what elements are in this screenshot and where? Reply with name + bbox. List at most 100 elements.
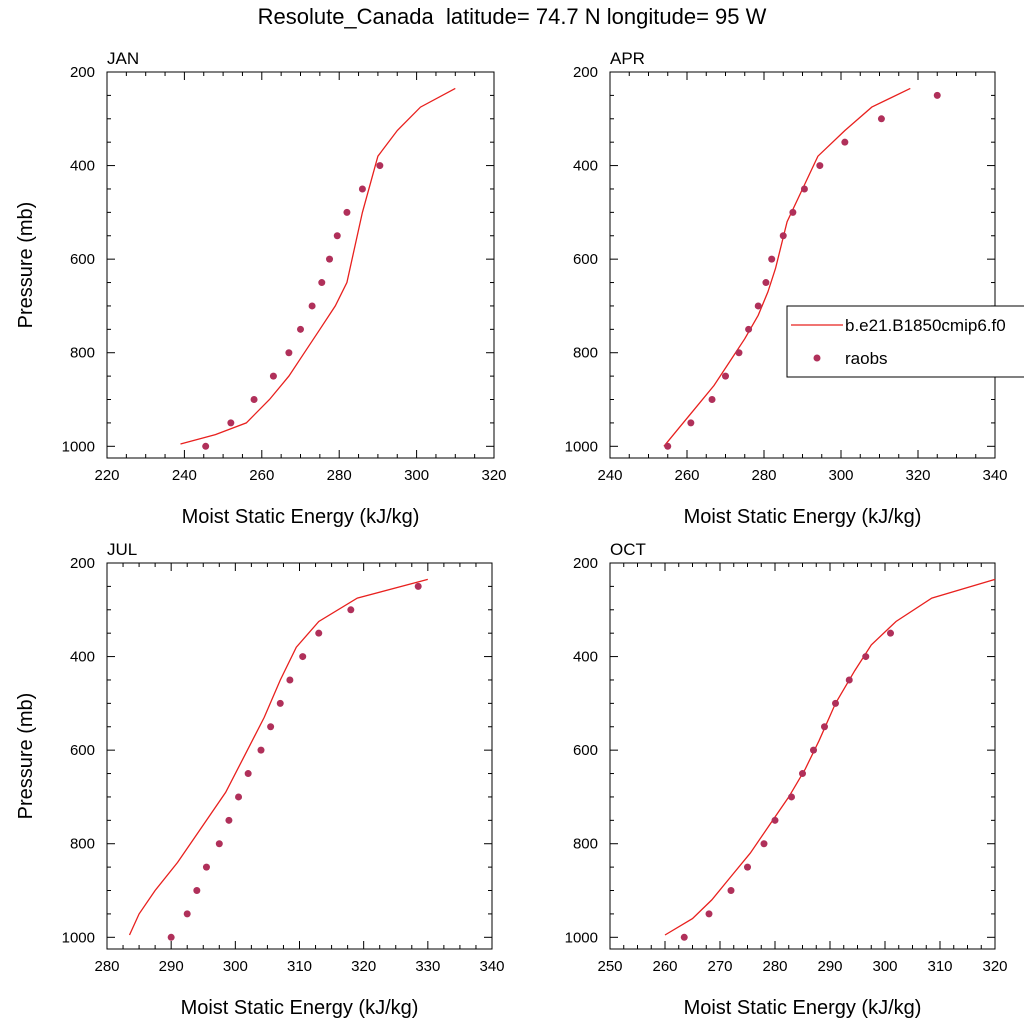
raobs-point: [297, 325, 304, 333]
figure-title: Resolute_Canada latitude= 74.7 N longitu…: [257, 4, 767, 29]
x-tick-label: 280: [94, 958, 119, 975]
raobs-point: [215, 840, 223, 848]
y-tick-label: 400: [573, 649, 598, 666]
raobs-point: [276, 699, 284, 707]
raobs-point: [810, 746, 817, 754]
panel-apr: APR 240 260 280 300 320 340 200 400 600 800 1000 Moi…: [565, 49, 1008, 528]
y-tick-label: 800: [70, 836, 95, 853]
raobs-point: [735, 349, 743, 357]
y-tick-label: 600: [70, 742, 95, 759]
raobs-point: [722, 372, 729, 380]
x-tick-label: 320: [481, 467, 506, 484]
legend-raobs-swatch: [813, 354, 821, 362]
x-tick-label: 260: [652, 958, 677, 975]
raobs-point: [862, 653, 870, 661]
y-axis-label: Pressure (mb): [15, 693, 37, 820]
y-tick-label: 1000: [565, 929, 598, 946]
model-series-line: [664, 578, 996, 936]
x-axis-label: Moist Static Energy (kJ/kg): [684, 997, 922, 1019]
x-tick-label: 300: [404, 467, 429, 484]
raobs-point: [799, 770, 806, 778]
raobs-point: [841, 138, 849, 146]
x-axis-label: Moist Static Energy (kJ/kg): [684, 506, 922, 528]
y-tick-label: 800: [70, 345, 95, 362]
y-tick-label: 200: [70, 555, 95, 572]
raobs-point: [788, 793, 795, 801]
panel-label: JUL: [107, 540, 137, 559]
legend-raobs-label: raobs: [845, 349, 888, 368]
raobs-point: [333, 232, 341, 240]
plot-frame: [609, 71, 996, 459]
x-tick-label: 280: [751, 467, 776, 484]
raobs-point: [269, 372, 277, 380]
y-axis-label: Pressure (mb): [15, 202, 37, 329]
raobs-point: [771, 816, 779, 824]
plot-frame: [609, 562, 996, 950]
raobs-point: [267, 723, 275, 731]
raobs-point: [326, 255, 334, 263]
raobs-point: [257, 746, 265, 754]
x-tick-label: 280: [762, 958, 787, 975]
plot-frame: [106, 71, 495, 459]
y-tick-label: 200: [573, 555, 598, 572]
x-tick-label: 290: [159, 958, 184, 975]
raobs-point: [933, 91, 941, 99]
x-tick-label: 260: [249, 467, 274, 484]
x-tick-label: 290: [817, 958, 842, 975]
raobs-point: [414, 582, 422, 590]
y-tick-label: 1000: [565, 438, 598, 455]
x-tick-label: 330: [415, 958, 440, 975]
panel-jul: JUL 280 290 300 310 320 330 340 200 400 600 800 1000…: [15, 540, 505, 1019]
panel-oct: OCT 250 260 270 280 290 300 310 320 200 400 600 800 1…: [565, 540, 1008, 1019]
raobs-point: [821, 723, 828, 731]
x-tick-label: 260: [674, 467, 699, 484]
x-tick-label: 340: [479, 958, 504, 975]
raobs-point: [358, 185, 366, 193]
panel-label: APR: [610, 49, 645, 68]
model-series-line: [180, 87, 456, 445]
x-axis-label: Moist Static Energy (kJ/kg): [182, 506, 420, 528]
x-tick-label: 300: [872, 958, 897, 975]
x-tick-label: 310: [287, 958, 312, 975]
raobs-point: [762, 279, 770, 287]
x-tick-label: 320: [351, 958, 376, 975]
y-tick-label: 600: [573, 742, 598, 759]
y-tick-label: 200: [70, 64, 95, 81]
x-tick-label: 220: [94, 467, 119, 484]
raobs-point: [235, 793, 243, 801]
raobs-point: [376, 162, 384, 170]
panel-jan: JAN 220 240 260 280 300 320 200 400 600 800 1000 Moi…: [15, 49, 507, 528]
raobs-point: [202, 863, 210, 871]
raobs-point: [705, 910, 713, 918]
raobs-point: [285, 349, 293, 357]
model-series-line: [128, 578, 428, 936]
x-tick-label: 280: [327, 467, 352, 484]
x-tick-label: 310: [927, 958, 952, 975]
raobs-point: [347, 606, 355, 614]
raobs-point: [299, 653, 307, 661]
raobs-point: [244, 770, 252, 778]
y-tick-label: 1000: [62, 929, 95, 946]
raobs-point: [744, 863, 751, 871]
raobs-point: [708, 396, 716, 404]
raobs-point: [745, 325, 753, 333]
raobs-point: [800, 185, 808, 193]
x-tick-label: 320: [905, 467, 930, 484]
raobs-point: [754, 302, 762, 310]
raobs-point: [727, 887, 735, 895]
raobs-point: [887, 629, 894, 637]
raobs-point: [789, 208, 797, 216]
raobs-point: [225, 816, 233, 824]
panel-label: OCT: [610, 540, 646, 559]
raobs-point: [308, 302, 316, 310]
raobs-point: [315, 629, 323, 637]
raobs-point: [318, 279, 326, 287]
raobs-point: [202, 442, 210, 450]
x-tick-label: 250: [597, 958, 622, 975]
y-tick-label: 400: [573, 158, 598, 175]
x-tick-label: 320: [982, 958, 1007, 975]
x-tick-label: 240: [597, 467, 622, 484]
raobs-point: [845, 676, 853, 684]
legend: b.e21.B1850cmip6.f0 raobs: [786, 305, 1024, 378]
